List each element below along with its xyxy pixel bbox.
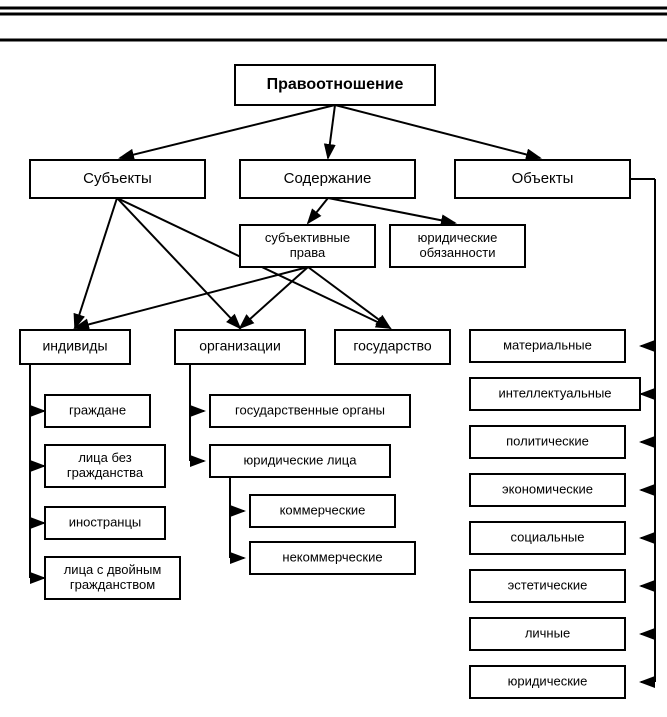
node-label-commercial: коммерческие: [280, 502, 366, 517]
node-label-citizens: граждане: [69, 402, 126, 417]
node-juridical: юридические: [470, 666, 625, 698]
node-commercial: коммерческие: [250, 495, 395, 527]
node-citizens: граждане: [45, 395, 150, 427]
node-material: материальные: [470, 330, 625, 362]
node-label-jur_persons: юридические лица: [244, 452, 358, 467]
node-label-social: социальные: [511, 529, 585, 544]
node-label-jur_duties: обязанности: [420, 245, 496, 260]
node-root: Правоотношение: [235, 65, 435, 105]
node-label-juridical: юридические: [508, 673, 588, 688]
node-objects: Объекты: [455, 160, 630, 198]
node-label-objects: Объекты: [512, 170, 574, 187]
node-orgs: организации: [175, 330, 305, 364]
node-social: социальные: [470, 522, 625, 554]
node-economic: экономические: [470, 474, 625, 506]
node-aesthetic: эстетические: [470, 570, 625, 602]
node-label-state: государство: [353, 338, 432, 354]
node-label-content: Содержание: [284, 170, 372, 187]
node-subjects: Субъекты: [30, 160, 205, 198]
node-political: политические: [470, 426, 625, 458]
node-label-intellectual: интеллектуальные: [498, 385, 611, 400]
node-label-stateless: лица без: [78, 450, 131, 465]
node-label-subj_rights: права: [290, 245, 326, 260]
node-label-foreigners: иностранцы: [69, 514, 142, 529]
node-label-stateless: гражданства: [67, 465, 144, 480]
node-intellectual: интеллектуальные: [470, 378, 640, 410]
node-label-personal: личные: [525, 625, 570, 640]
node-personal: личные: [470, 618, 625, 650]
node-noncommercial: некоммерческие: [250, 542, 415, 574]
node-jur_persons: юридические лица: [210, 445, 390, 477]
node-label-aesthetic: эстетические: [508, 577, 588, 592]
node-label-subjects: Субъекты: [83, 170, 152, 187]
node-label-dual: гражданством: [70, 577, 155, 592]
node-label-orgs: организации: [199, 338, 281, 354]
node-stateless: лица безгражданства: [45, 445, 165, 487]
node-jur_duties: юридическиеобязанности: [390, 225, 525, 267]
node-state: государство: [335, 330, 450, 364]
node-label-subj_rights: субъективные: [265, 230, 350, 245]
node-label-individuals: индивиды: [42, 338, 107, 354]
node-label-gov_bodies: государственные органы: [235, 402, 385, 417]
node-label-jur_duties: юридические: [418, 230, 498, 245]
node-individuals: индивиды: [20, 330, 130, 364]
node-label-noncommercial: некоммерческие: [282, 549, 382, 564]
node-gov_bodies: государственные органы: [210, 395, 410, 427]
node-foreigners: иностранцы: [45, 507, 165, 539]
node-label-material: материальные: [503, 337, 592, 352]
node-label-political: политические: [506, 433, 589, 448]
node-subj_rights: субъективныеправа: [240, 225, 375, 267]
node-dual: лица с двойнымгражданством: [45, 557, 180, 599]
node-content: Содержание: [240, 160, 415, 198]
node-label-economic: экономические: [502, 481, 593, 496]
flowchart-diagram: Правоотношение Субъекты Содержание Объекты с…: [0, 0, 667, 717]
node-label-root: Правоотношение: [267, 76, 404, 93]
node-label-dual: лица с двойным: [64, 562, 162, 577]
